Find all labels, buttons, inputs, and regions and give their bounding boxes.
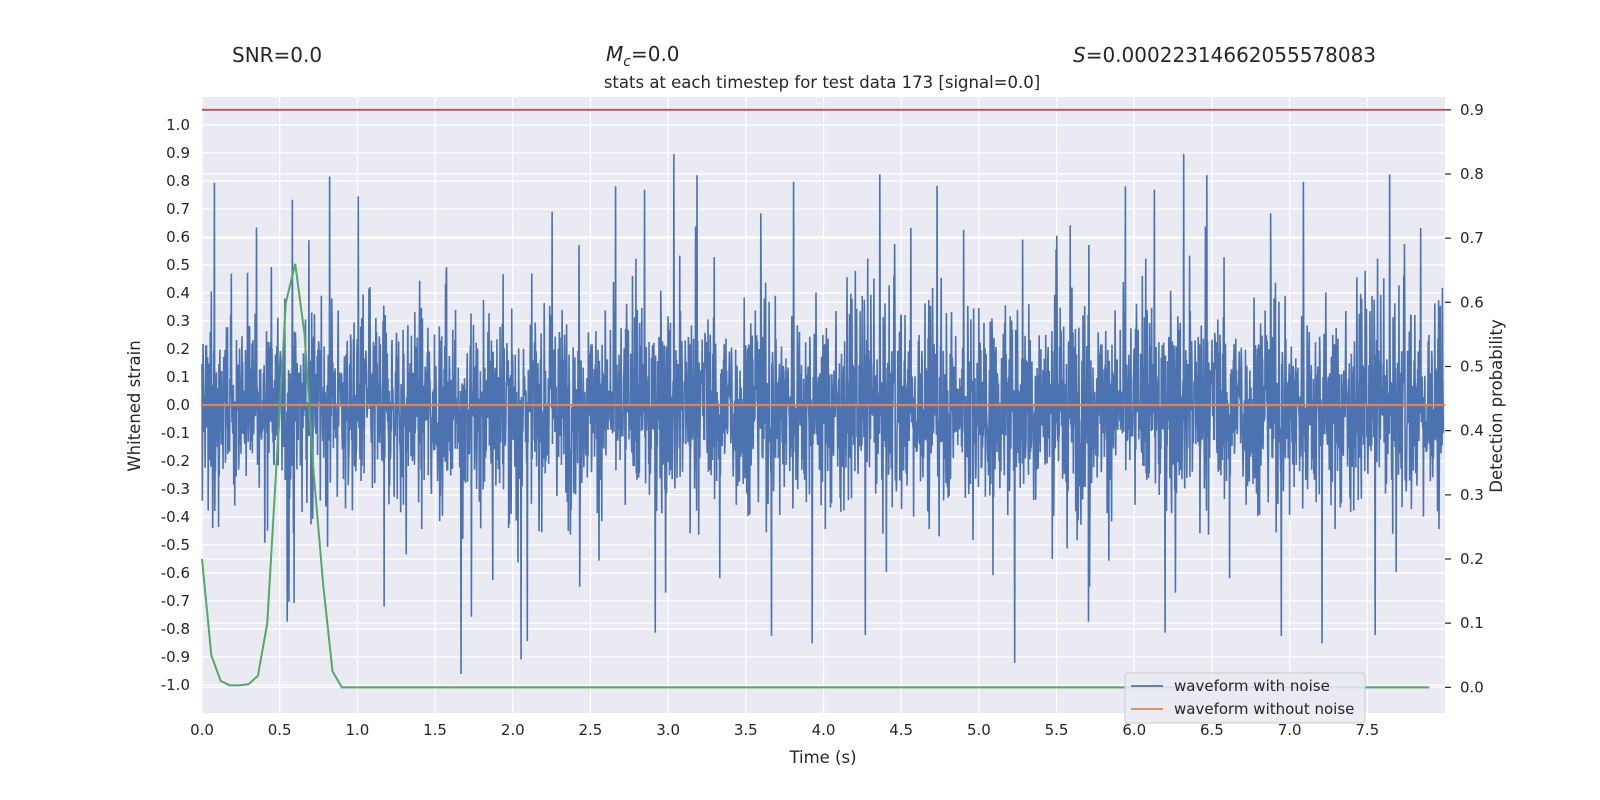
y-axis-ticks: 1.0 0.9 0.8 0.7 0.6 0.5 0.4 0.3 0.2 0.1 0.0 -0.1 -0.… <box>161 116 190 694</box>
chirp-mass-subscript: c <box>623 54 631 70</box>
chirp-mass-symbol: M <box>606 42 623 66</box>
y2-tick-label: 0.4 <box>1460 422 1484 440</box>
y-tick-label: 1.0 <box>166 116 190 134</box>
y-tick-label: -0.7 <box>161 592 190 610</box>
y2-tick-label: 0.3 <box>1460 486 1484 504</box>
y-tick-label: 0.3 <box>166 312 190 330</box>
legend: waveform with noise waveform without noi… <box>1124 672 1366 724</box>
x-tick-label: 2.0 <box>501 721 525 739</box>
y-tick-label: 0.1 <box>166 368 190 386</box>
y-tick-label: 0.9 <box>166 144 190 162</box>
y-tick-label: -0.8 <box>161 620 190 638</box>
y2-tick-label: 0.2 <box>1460 550 1484 568</box>
x-axis-ticks: 0.0 0.5 1.0 1.5 2.0 2.5 3.0 3.5 4.0 4.5 5.0 5.5 6.0 6… <box>190 721 1379 739</box>
x-tick-label: 1.5 <box>423 721 447 739</box>
chirp-mass-value: =0.0 <box>631 42 680 66</box>
x-tick-label: 3.5 <box>734 721 758 739</box>
s-statistic-value: =0.00022314662055578083 <box>1086 43 1376 67</box>
y-tick-label: 0.6 <box>166 228 190 246</box>
x-tick-label: 6.0 <box>1122 721 1146 739</box>
series-waveform-with-noise <box>201 153 1445 674</box>
x-tick-label: 7.0 <box>1278 721 1302 739</box>
y-tick-label: -0.5 <box>161 536 190 554</box>
chirp-mass-label: Mc=0.0 <box>606 42 680 70</box>
y-tick-label: -0.2 <box>161 452 190 470</box>
y2-tick-label: 0.7 <box>1460 229 1484 247</box>
legend-label-noise: waveform with noise <box>1174 677 1330 695</box>
snr-label: SNR=0.0 <box>232 43 322 67</box>
y-tick-label: -0.1 <box>161 424 190 442</box>
y2-tick-label: 0.5 <box>1460 358 1484 376</box>
y2-tick-label: 0.1 <box>1460 614 1484 632</box>
chart-title: stats at each timestep for test data 173… <box>604 73 1040 92</box>
s-statistic-symbol: S <box>1073 43 1086 67</box>
y-tick-label: -0.9 <box>161 648 190 666</box>
y-tick-label: -0.4 <box>161 508 190 526</box>
y2-tick-label: 0.0 <box>1460 678 1484 696</box>
y-tick-label: 0.7 <box>166 200 190 218</box>
y-tick-label: 0.2 <box>166 340 190 358</box>
x-tick-label: 4.5 <box>889 721 913 739</box>
y-tick-label: 0.4 <box>166 284 190 302</box>
legend-label-clean: waveform without noise <box>1174 700 1354 718</box>
x-tick-label: 0.5 <box>268 721 292 739</box>
y-tick-label: 0.0 <box>166 396 190 414</box>
s-statistic-label: S=0.00022314662055578083 <box>1073 43 1376 67</box>
x-tick-label: 5.5 <box>1045 721 1069 739</box>
x-tick-label: 6.5 <box>1200 721 1224 739</box>
x-tick-label: 4.0 <box>812 721 836 739</box>
legend-box <box>1124 672 1366 724</box>
x-tick-label: 0.0 <box>190 721 214 739</box>
y-axis-label: Whitened strain <box>125 340 144 471</box>
x-tick-label: 2.5 <box>579 721 603 739</box>
y2-tick-label: 0.9 <box>1460 101 1484 119</box>
y-tick-label: 0.5 <box>166 256 190 274</box>
y2-tick-label: 0.8 <box>1460 165 1484 183</box>
y2-tick-label: 0.6 <box>1460 293 1484 311</box>
y2-axis-ticks: 0.9 0.8 0.7 0.6 0.5 0.4 0.3 0.2 0.1 0.0 <box>1445 101 1484 696</box>
y-tick-label: -0.6 <box>161 564 190 582</box>
y-tick-label: 0.8 <box>166 172 190 190</box>
x-axis-label: Time (s) <box>788 748 856 767</box>
y-tick-label: -1.0 <box>161 676 190 694</box>
x-tick-label: 3.0 <box>656 721 680 739</box>
x-tick-label: 5.0 <box>967 721 991 739</box>
y-tick-label: -0.3 <box>161 480 190 498</box>
x-tick-label: 7.5 <box>1355 721 1379 739</box>
x-tick-label: 1.0 <box>345 721 369 739</box>
series-detection-probability <box>201 263 1430 689</box>
y2-axis-label: Detection probability <box>1487 319 1506 493</box>
